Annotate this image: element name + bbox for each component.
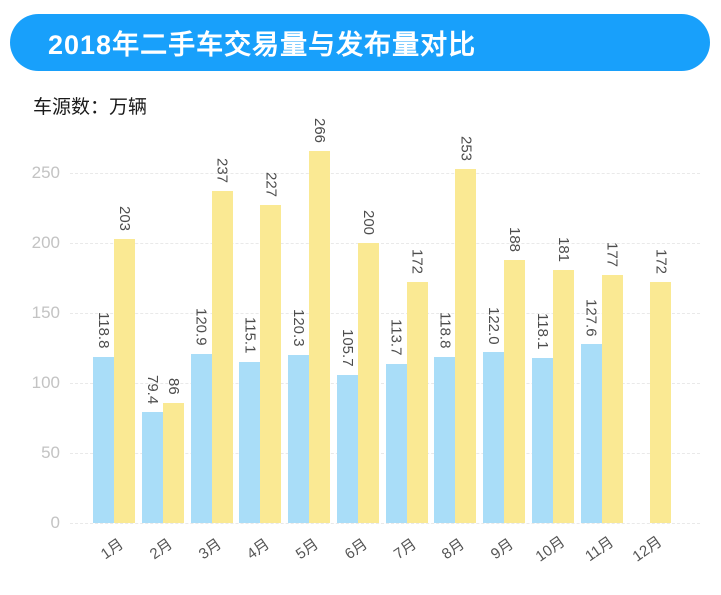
- bar-value-label: 253: [457, 135, 475, 161]
- bar-transaction-volume: [190, 353, 212, 523]
- x-tick-label: 10月: [532, 533, 569, 566]
- bar-value-label: 177: [603, 242, 621, 268]
- bar-transaction-volume: [336, 375, 358, 523]
- y-tick-label: 50: [41, 443, 60, 462]
- grid-line: [70, 243, 700, 244]
- bar-value-label: 122.0: [485, 306, 502, 345]
- bar-transaction-volume: [288, 354, 309, 523]
- x-tick-label: 2月: [146, 535, 176, 563]
- bar-value-label: 120.9: [192, 308, 210, 346]
- y-tick-label: 100: [31, 373, 60, 392]
- bar-listing-volume: [650, 282, 672, 523]
- x-tick-label: 7月: [390, 535, 420, 563]
- bar-value-label: 188: [506, 226, 523, 252]
- bar-transaction-volume: [385, 363, 407, 523]
- x-tick-label: 3月: [195, 535, 225, 563]
- bar-listing-volume: [406, 282, 428, 523]
- bar-value-label: 120.3: [290, 309, 307, 347]
- x-tick-label: 6月: [341, 535, 371, 563]
- bar-value-label: 172: [652, 249, 670, 275]
- bar-value-label: 118.1: [533, 313, 551, 350]
- x-tick-label: 11月: [581, 533, 617, 566]
- bar-listing-volume: [114, 238, 135, 523]
- bar-transaction-volume: [434, 356, 456, 523]
- bar-listing-volume: [455, 168, 477, 523]
- y-tick-label: 0: [50, 513, 60, 532]
- bar-value-label: 203: [116, 205, 133, 231]
- bar-listing-volume: [309, 150, 330, 523]
- x-tick-label: 9月: [487, 535, 517, 563]
- bar-value-label: 227: [262, 172, 280, 198]
- bar-value-label: 127.6: [582, 298, 600, 337]
- bar-value-label: 79.4: [143, 374, 161, 404]
- chart-title-banner: 2018年二手车交易量与发布量对比: [10, 14, 710, 71]
- grid-line: [70, 453, 700, 454]
- bar-value-label: 115.1: [241, 317, 259, 354]
- bar-listing-volume: [552, 269, 574, 523]
- x-tick-label: 1月: [97, 535, 127, 563]
- bar-value-label: 113.7: [387, 319, 405, 356]
- bar-listing-volume: [357, 243, 379, 523]
- bar-value-label: 200: [359, 209, 377, 235]
- grid-line: [70, 313, 700, 314]
- bar-listing-volume: [504, 259, 525, 523]
- bar-listing-volume: [601, 275, 623, 523]
- x-tick-label: 4月: [244, 535, 273, 563]
- bar-value-label: 266: [311, 117, 328, 143]
- bar-listing-volume: [260, 205, 282, 523]
- y-tick-label: 150: [31, 303, 60, 322]
- bar-value-label: 172: [408, 249, 426, 275]
- y-tick-label: 200: [31, 233, 60, 252]
- bar-listing-volume: [211, 191, 233, 523]
- x-tick-label: 12月: [629, 533, 666, 566]
- bar-transaction-volume: [141, 411, 163, 523]
- chart-title: 2018年二手车交易量与发布量对比: [48, 30, 477, 60]
- y-axis-unit-label: 车源数：万辆: [33, 97, 148, 118]
- grid-line: [70, 523, 700, 524]
- x-tick-label: 5月: [292, 535, 322, 563]
- bar-value-label: 118.8: [436, 312, 454, 349]
- bar-value-label: 86: [164, 377, 182, 395]
- bar-transaction-volume: [531, 357, 553, 523]
- bar-transaction-volume: [580, 344, 602, 523]
- bar-value-label: 118.8: [95, 312, 112, 349]
- bar-transaction-volume: [483, 352, 504, 523]
- y-tick-label: 250: [31, 163, 60, 182]
- bar-value-label: 181: [554, 236, 572, 262]
- bar-listing-volume: [162, 402, 184, 523]
- bar-value-label: 105.7: [338, 329, 356, 368]
- grid-line: [70, 383, 700, 384]
- grid-line: [70, 173, 700, 174]
- bar-value-label: 237: [213, 158, 231, 184]
- bar-transaction-volume: [93, 356, 114, 523]
- bar-transaction-volume: [239, 361, 261, 523]
- x-tick-label: 8月: [439, 535, 468, 563]
